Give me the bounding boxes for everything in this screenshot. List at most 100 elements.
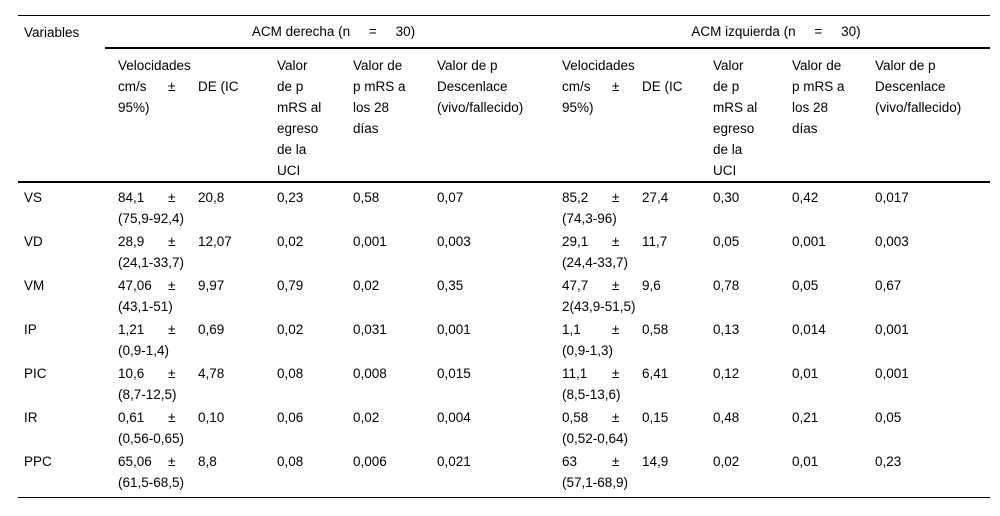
velocity-sd: 0,69 — [198, 322, 225, 337]
velocity-mean: 47,7 — [562, 278, 589, 293]
velocity-ci: (8,7-12,5) — [118, 387, 177, 402]
p-value-desenlace-cell: 0,67 — [875, 278, 902, 293]
p-value-egreso-cell: 0,05 — [713, 234, 740, 249]
velocity-cell-izquierda: 85,2 ±27,4 (74,3-96) — [562, 183, 713, 227]
velocity-sd: 6,41 — [642, 366, 669, 381]
p-value-egreso-cell: 0,48 — [713, 410, 740, 425]
plus-minus-sign: ± — [612, 366, 620, 381]
header-de-ic-label: DE (IC — [642, 79, 683, 94]
p-value-egreso-cell: 0,06 — [277, 410, 304, 425]
p-value-desenlace-cell: 0,001 — [437, 322, 471, 337]
header-line-velocidades: Velocidades — [562, 58, 635, 73]
header-line-velocidades: Velocidades — [118, 58, 191, 73]
p-value-28dias-cell: 0,001 — [792, 234, 826, 249]
velocity-sd: 0,15 — [642, 410, 669, 425]
group-header-acm-derecha: ACM derecha (n = 30) — [105, 16, 562, 49]
col-header-velocidades-derecha: Velocidades cm/s ± DE (IC 95%) — [105, 49, 277, 183]
col-header-variables: Variables — [24, 25, 80, 40]
velocity-cell-izquierda: 63 ±14,9 (57,1-68,9) — [562, 447, 713, 491]
p-value-28dias-cell: 0,42 — [792, 190, 819, 205]
velocity-sd: 8,8 — [198, 454, 217, 469]
plus-minus-sign: ± — [168, 366, 176, 381]
velocity-sd: 11,7 — [642, 234, 668, 249]
velocity-mean: 10,6 — [118, 366, 145, 381]
velocity-mean: 1,21 — [118, 322, 145, 337]
p-value-egreso-cell: 0,08 — [277, 366, 304, 381]
col-header-p-egreso-izquierda: Valor de p mRS al egreso de la UCI — [713, 49, 792, 183]
p-value-28dias-cell: 0,21 — [792, 410, 819, 425]
p-value-desenlace-cell: 0,004 — [437, 410, 471, 425]
plus-minus-sign: ± — [168, 278, 176, 293]
velocity-value-line: 11,1 ±6,41 — [562, 363, 713, 384]
velocity-sd: 27,4 — [642, 190, 669, 205]
plus-minus-sign: ± — [612, 410, 620, 425]
velocity-value-line: 0,58 ±0,15 — [562, 407, 713, 428]
velocity-mean: 1,1 — [562, 322, 581, 337]
velocity-mean: 28,9 — [118, 234, 145, 249]
group-header-acm-izquierda: ACM izquierda (n = 30) — [562, 16, 990, 49]
row-label: PIC — [24, 366, 47, 381]
col-header-p-desenlace-derecha: Valor de p Descenlace (vivo/fallecido) — [437, 49, 562, 183]
velocity-value-line: 65,06 ±8,8 — [118, 451, 277, 472]
plus-minus-sign: ± — [168, 454, 176, 469]
velocity-ci: (0,52-0,64) — [562, 431, 629, 446]
p-value-28dias-cell: 0,02 — [353, 278, 380, 293]
velocity-cell-izquierda: 1,1 ±0,58 (0,9-1,3) — [562, 315, 713, 359]
velocity-value-line: 10,6 ±4,78 — [118, 363, 277, 384]
velocity-cell-derecha: 28,9 ±12,07 (24,1-33,7) — [105, 227, 277, 271]
plus-minus-sign: ± — [168, 190, 176, 205]
p-value-28dias-cell: 0,031 — [353, 322, 387, 337]
p-value-28dias-cell: 0,006 — [353, 454, 387, 469]
subheader-spacer — [18, 49, 105, 183]
row-label: IR — [24, 410, 38, 425]
velocity-sd: 0,10 — [198, 410, 225, 425]
velocity-mean: 65,06 — [118, 454, 152, 469]
p-value-egreso-cell: 0,12 — [713, 366, 740, 381]
plus-minus-sign: ± — [612, 79, 620, 94]
velocity-ci: (0,9-1,4) — [118, 343, 170, 358]
velocity-mean: 11,1 — [562, 366, 588, 381]
velocity-sd: 14,9 — [642, 454, 669, 469]
p-value-desenlace-cell: 0,35 — [437, 278, 464, 293]
results-table: Variables ACM derecha (n = 30) ACM izqui… — [18, 15, 990, 498]
p-value-desenlace-cell: 0,07 — [437, 190, 464, 205]
row-label: PPC — [24, 454, 52, 469]
velocity-ci: (0,9-1,3) — [562, 343, 614, 358]
velocity-cell-derecha: 65,06 ±8,8 (61,5-68,5) — [105, 447, 277, 491]
header-units-label: cm/s — [562, 79, 591, 94]
velocity-cell-derecha: 84,1 ±20,8 (75,9-92,4) — [105, 183, 277, 227]
p-value-egreso-cell: 0,79 — [277, 278, 304, 293]
velocity-ci: (43,1-51) — [118, 299, 173, 314]
p-value-egreso-cell: 0,02 — [713, 454, 740, 469]
header-de-ic-label: DE (IC — [198, 79, 239, 94]
velocity-value-line: 0,61 ±0,10 — [118, 407, 277, 428]
p-value-desenlace-cell: 0,015 — [437, 366, 471, 381]
p-value-28dias-cell: 0,01 — [792, 454, 819, 469]
velocity-cell-derecha: 10,6 ±4,78 (8,7-12,5) — [105, 359, 277, 403]
header-line-ci: 95%) — [118, 100, 150, 115]
velocity-value-line: 47,7 ±9,6 — [562, 275, 713, 296]
velocity-ci: (75,9-92,4) — [118, 211, 185, 226]
p-value-28dias-cell: 0,02 — [353, 410, 380, 425]
velocity-mean: 0,58 — [562, 410, 589, 425]
header-line-units: cm/s ± DE (IC — [562, 76, 713, 97]
velocity-ci: (24,4-33,7) — [562, 255, 629, 270]
p-value-28dias-cell: 0,58 — [353, 190, 380, 205]
col-header-p-28dias-derecha: Valor de p mRS a los 28 días — [353, 49, 437, 183]
plus-minus-sign: ± — [168, 79, 176, 94]
velocity-cell-izquierda: 0,58 ±0,15 (0,52-0,64) — [562, 403, 713, 447]
plus-minus-sign: ± — [612, 278, 620, 293]
p-value-desenlace-cell: 0,001 — [875, 322, 909, 337]
velocity-sd: 9,97 — [198, 278, 225, 293]
velocity-mean: 85,2 — [562, 190, 589, 205]
row-label: IP — [24, 322, 37, 337]
velocity-cell-izquierda: 11,1 ±6,41 (8,5-13,6) — [562, 359, 713, 403]
p-value-28dias-cell: 0,001 — [353, 234, 387, 249]
p-value-desenlace-cell: 0,003 — [437, 234, 471, 249]
velocity-sd: 4,78 — [198, 366, 225, 381]
p-value-desenlace-cell: 0,23 — [875, 454, 902, 469]
velocity-mean: 29,1 — [562, 234, 589, 249]
velocity-mean: 63 — [562, 454, 578, 469]
velocity-value-line: 1,21 ±0,69 — [118, 319, 277, 340]
velocity-ci: (0,56-0,65) — [118, 431, 185, 446]
